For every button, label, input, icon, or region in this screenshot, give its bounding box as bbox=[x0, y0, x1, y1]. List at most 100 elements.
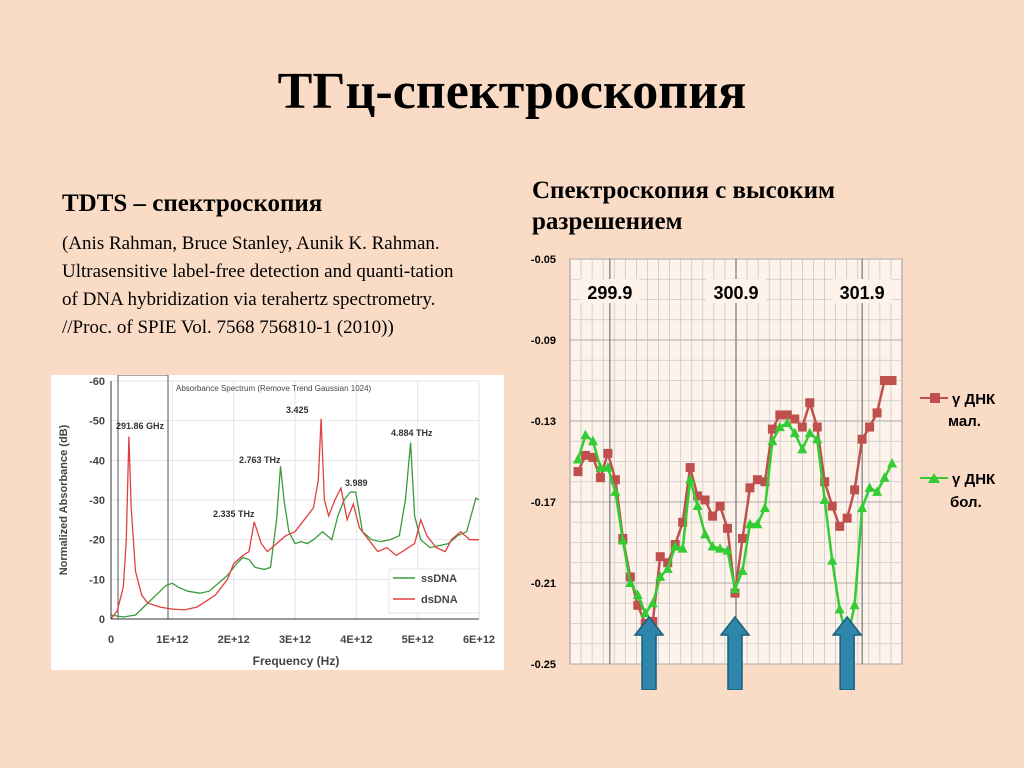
marker-small bbox=[573, 467, 583, 477]
chart1-x-tick-label: 2E+12 bbox=[218, 634, 250, 646]
marker-large bbox=[625, 577, 636, 587]
up-arrow-icon bbox=[719, 615, 751, 690]
marker-large bbox=[707, 541, 718, 551]
marker-large bbox=[834, 603, 845, 614]
chart1-legend: ssDNA dsDNA bbox=[388, 568, 480, 614]
marker-small bbox=[820, 477, 830, 487]
marker-large bbox=[774, 421, 785, 432]
marker-small bbox=[737, 533, 747, 543]
chart1-x-tick-label: 5E+12 bbox=[402, 634, 434, 646]
legend-marker-small bbox=[930, 393, 940, 403]
chart1-legend-box bbox=[388, 568, 480, 614]
marker-large bbox=[872, 486, 883, 496]
marker-large bbox=[587, 435, 598, 446]
right-heading: Спектроскопия с высоким разрешением bbox=[532, 177, 836, 235]
marker-small bbox=[842, 513, 852, 523]
marker-large bbox=[782, 417, 793, 428]
series-line-dsdna bbox=[110, 418, 479, 620]
chart1-x-tick-label: 1E+12 bbox=[156, 634, 188, 646]
marker-large bbox=[617, 534, 628, 545]
chart1-y-tick-label: -40 bbox=[89, 455, 105, 467]
chart1-x-tick-label: 6E+12 bbox=[463, 634, 495, 646]
marker-large bbox=[700, 528, 711, 539]
chart2-top-labels: 299.9 300.9 301.9 bbox=[579, 279, 893, 303]
marker-small bbox=[850, 485, 860, 495]
marker-large bbox=[655, 571, 666, 581]
series-line-ssdna bbox=[110, 442, 480, 618]
chart1-x-tick-label: 4E+12 bbox=[340, 634, 372, 646]
marker-large bbox=[640, 607, 651, 618]
marker-small bbox=[790, 414, 800, 424]
marker-large bbox=[610, 486, 621, 496]
chart2-top-label: 301.9 bbox=[840, 283, 885, 303]
chart1-y-tick-label: -60 bbox=[89, 376, 105, 388]
marker-small bbox=[588, 452, 598, 462]
marker-large bbox=[730, 583, 740, 594]
chart1-y-tick-label: 0 bbox=[99, 614, 105, 626]
marker-large bbox=[812, 433, 823, 444]
chart2-top-label: 300.9 bbox=[713, 283, 758, 303]
marker-small bbox=[610, 475, 620, 485]
legend-label-large-line2: бол. bbox=[950, 494, 982, 511]
absorbance-spectrum-chart: Absorbance Spectrum (Remove Trend Gaussi… bbox=[51, 375, 504, 670]
left-heading: TDTS – спектроскопия bbox=[62, 190, 323, 217]
marker-small bbox=[603, 448, 613, 458]
marker-small bbox=[663, 558, 673, 568]
chart1-title: Absorbance Spectrum (Remove Trend Gaussi… bbox=[176, 384, 372, 393]
slide-title: ТГц-спектроскопия bbox=[277, 63, 747, 120]
marker-small bbox=[723, 523, 733, 533]
marker-large bbox=[752, 518, 763, 529]
marker-small bbox=[857, 434, 867, 444]
chart2-label-backdrop bbox=[832, 279, 893, 303]
marker-large bbox=[819, 494, 830, 504]
marker-small bbox=[580, 450, 590, 460]
marker-small bbox=[835, 521, 845, 531]
marker-small bbox=[812, 422, 822, 432]
marker-large bbox=[632, 589, 643, 600]
chart2-top-label: 299.9 bbox=[587, 283, 632, 303]
citation: (Anis Rahman, Bruce Stanley, Aunik K. Ra… bbox=[62, 233, 454, 338]
chart1-y-tick-label: -20 bbox=[89, 535, 105, 547]
marker-large bbox=[692, 500, 703, 511]
chart2-y-tick-label: -0.13 bbox=[531, 416, 556, 428]
chart1-series bbox=[110, 418, 480, 620]
up-arrow-icon bbox=[633, 615, 665, 690]
marker-small bbox=[767, 424, 777, 434]
chart2-y-tick-label: -0.05 bbox=[531, 254, 556, 266]
marker-large bbox=[744, 518, 755, 529]
annotation-2-335-thz: 2.335 THz bbox=[213, 509, 255, 519]
marker-small bbox=[715, 501, 725, 511]
marker-large bbox=[789, 427, 800, 438]
legend-label-ssdna: ssDNA bbox=[421, 573, 457, 585]
chart2-arrows bbox=[633, 615, 863, 690]
chart2-y-tick-label: -0.25 bbox=[531, 659, 556, 671]
marker-large bbox=[715, 543, 726, 553]
chart2-label-backdrop bbox=[706, 279, 766, 303]
marker-small bbox=[775, 410, 785, 420]
chart1-background bbox=[51, 375, 504, 670]
marker-small bbox=[760, 477, 770, 487]
marker-small bbox=[678, 517, 688, 527]
marker-small bbox=[887, 376, 897, 385]
marker-large bbox=[849, 599, 860, 610]
marker-small bbox=[782, 410, 792, 420]
marker-small bbox=[708, 511, 718, 521]
annotation-4-884-thz: 4.884 THz bbox=[391, 428, 433, 438]
marker-large bbox=[759, 502, 770, 513]
marker-large bbox=[662, 563, 673, 573]
legend-marker-large bbox=[928, 473, 940, 483]
marker-small bbox=[752, 475, 762, 485]
marker-small bbox=[655, 552, 665, 562]
chart1-y-ticks: 0 -10 -20 -30 -40 -50 -60 bbox=[89, 376, 105, 626]
chart2-y-tick-label: -0.09 bbox=[531, 335, 556, 347]
legend-label-dsdna: dsDNA bbox=[421, 594, 458, 606]
marker-large bbox=[857, 502, 868, 513]
marker-small bbox=[797, 422, 807, 432]
marker-large bbox=[647, 597, 658, 608]
chart1-x-ticks: 0 1E+12 2E+12 3E+12 4E+12 5E+12 6E+12 bbox=[108, 634, 495, 646]
annotation-2-763-thz: 2.763 THz bbox=[239, 455, 281, 465]
marker-small bbox=[595, 473, 605, 483]
chart1-y-label: Normalized Absorbance (dB) bbox=[58, 424, 70, 575]
annotation-3-425: 3.425 bbox=[286, 405, 309, 415]
legend-label-small-line2: мал. bbox=[948, 413, 981, 430]
